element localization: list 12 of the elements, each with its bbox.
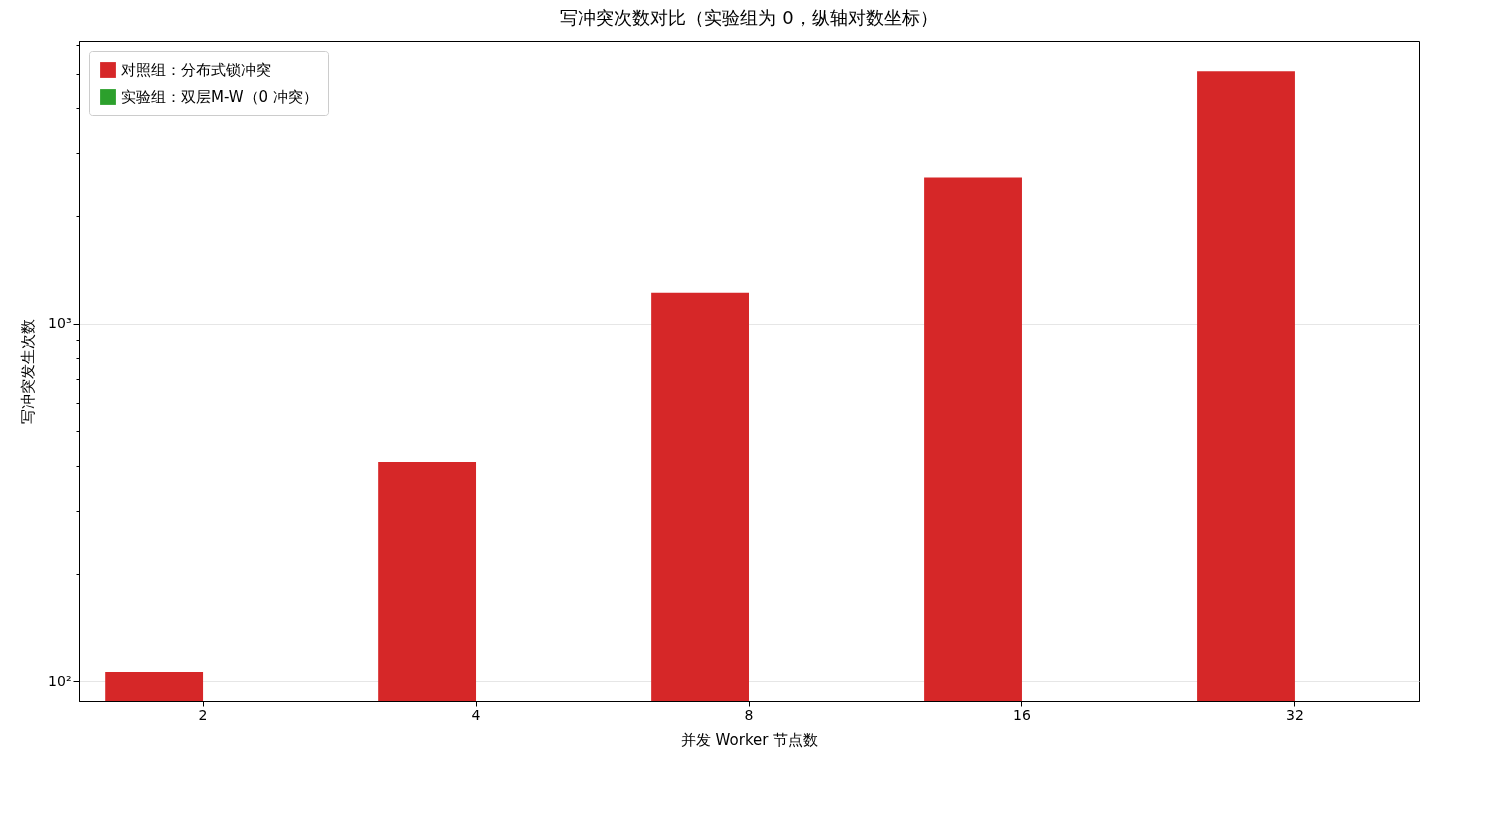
x-axis-title: 并发 Worker 节点数 — [680, 730, 819, 749]
x-tick-label: 32 — [1286, 706, 1304, 723]
x-tick-label: 8 — [744, 706, 754, 723]
x-tick-label: 4 — [471, 706, 481, 723]
legend-label: 实验组：双层M-W（0 冲突） — [121, 88, 318, 106]
x-tick-label: 16 — [1013, 706, 1031, 723]
chart-title: 写冲突次数对比（实验组为 0，纵轴对数坐标） — [560, 7, 938, 29]
y-tick-label: 10² — [48, 672, 72, 689]
x-tick-label: 2 — [198, 706, 208, 723]
legend-label: 对照组：分布式锁冲突 — [121, 61, 271, 79]
y-tick-label: 10³ — [48, 315, 72, 332]
y-axis-title: 写冲突发生次数 — [19, 319, 38, 424]
